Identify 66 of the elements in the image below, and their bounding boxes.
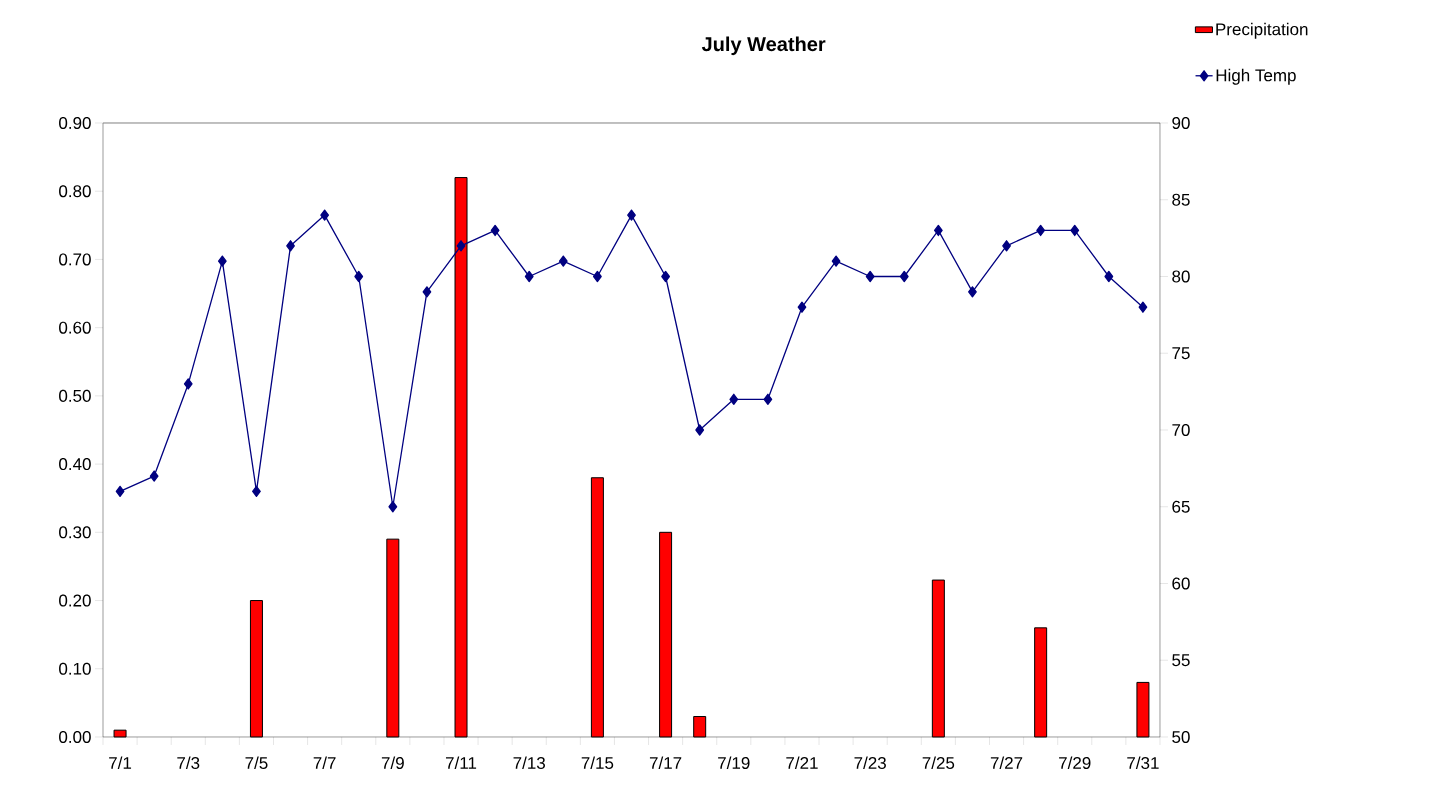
chart-title: July Weather — [701, 36, 826, 56]
point — [388, 501, 398, 513]
y2-tick-label: 50 — [1172, 730, 1190, 744]
point — [456, 240, 466, 252]
x-tick-label: 7/23 — [854, 756, 886, 770]
point — [968, 286, 977, 298]
y2-tick-label: 65 — [1172, 500, 1190, 513]
y2-tick-label: 80 — [1172, 270, 1190, 283]
point — [490, 224, 500, 237]
x-tick-label: 7/9 — [381, 756, 404, 770]
point — [286, 240, 295, 252]
x-tick-label: 7/3 — [177, 756, 200, 770]
y2-tick-label: 55 — [1172, 654, 1190, 667]
y-tick-label: 0.90 — [59, 116, 91, 130]
y-tick-label: 0.00 — [59, 730, 91, 744]
y2-tick-label: 90 — [1172, 116, 1190, 130]
point — [729, 393, 739, 405]
y2-tick-label: 60 — [1172, 577, 1190, 590]
legend-label: Precipitation — [1216, 22, 1308, 39]
point — [1036, 224, 1046, 237]
y2-tick-label: 70 — [1172, 423, 1190, 437]
x-tick-label: 7/15 — [581, 756, 614, 770]
x-tick-label: 7/7 — [313, 756, 336, 770]
point — [899, 270, 909, 283]
x-tick-label: 7/17 — [649, 756, 682, 770]
x-tick-label: 7/29 — [1059, 756, 1091, 770]
point — [217, 255, 227, 267]
x-tick-label: 7/31 — [1127, 756, 1159, 770]
y2-tick-label: 75 — [1172, 347, 1190, 360]
point — [115, 485, 125, 498]
y-tick-label: 0.80 — [59, 185, 91, 198]
point — [933, 224, 943, 237]
point — [558, 255, 568, 267]
y-tick-label: 0.40 — [59, 458, 91, 471]
point — [1070, 224, 1080, 237]
point — [627, 209, 636, 221]
point — [354, 270, 364, 283]
y-tick-label: 0.60 — [59, 321, 91, 334]
point — [865, 270, 875, 283]
point — [831, 255, 841, 267]
point — [695, 424, 705, 436]
y-tick-label: 0.20 — [59, 594, 91, 607]
legend-label: High Temp — [1216, 68, 1296, 85]
point — [797, 301, 807, 313]
x-tick-label: 7/11 — [445, 756, 477, 770]
point — [524, 270, 534, 283]
x-tick-label: 7/13 — [513, 756, 545, 770]
y-tick-label: 0.50 — [59, 389, 91, 402]
x-tick-label: 7/21 — [786, 756, 818, 770]
point — [149, 470, 159, 482]
x-tick-label: 7/19 — [718, 756, 750, 770]
point — [320, 209, 330, 221]
y-tick-label: 0.70 — [59, 253, 91, 266]
point — [1104, 270, 1114, 283]
point — [1002, 240, 1011, 252]
x-tick-label: 7/25 — [922, 756, 955, 770]
x-tick-label: 7/1 — [109, 756, 132, 770]
point — [422, 286, 432, 298]
x-tick-label: 7/5 — [245, 756, 268, 770]
point — [183, 378, 193, 390]
point — [763, 393, 773, 405]
y-tick-label: 0.30 — [59, 526, 91, 539]
x-tick-label: 7/27 — [990, 756, 1023, 770]
point — [1138, 301, 1148, 313]
y2-tick-label: 85 — [1172, 193, 1190, 206]
y-tick-label: 0.10 — [59, 662, 91, 675]
